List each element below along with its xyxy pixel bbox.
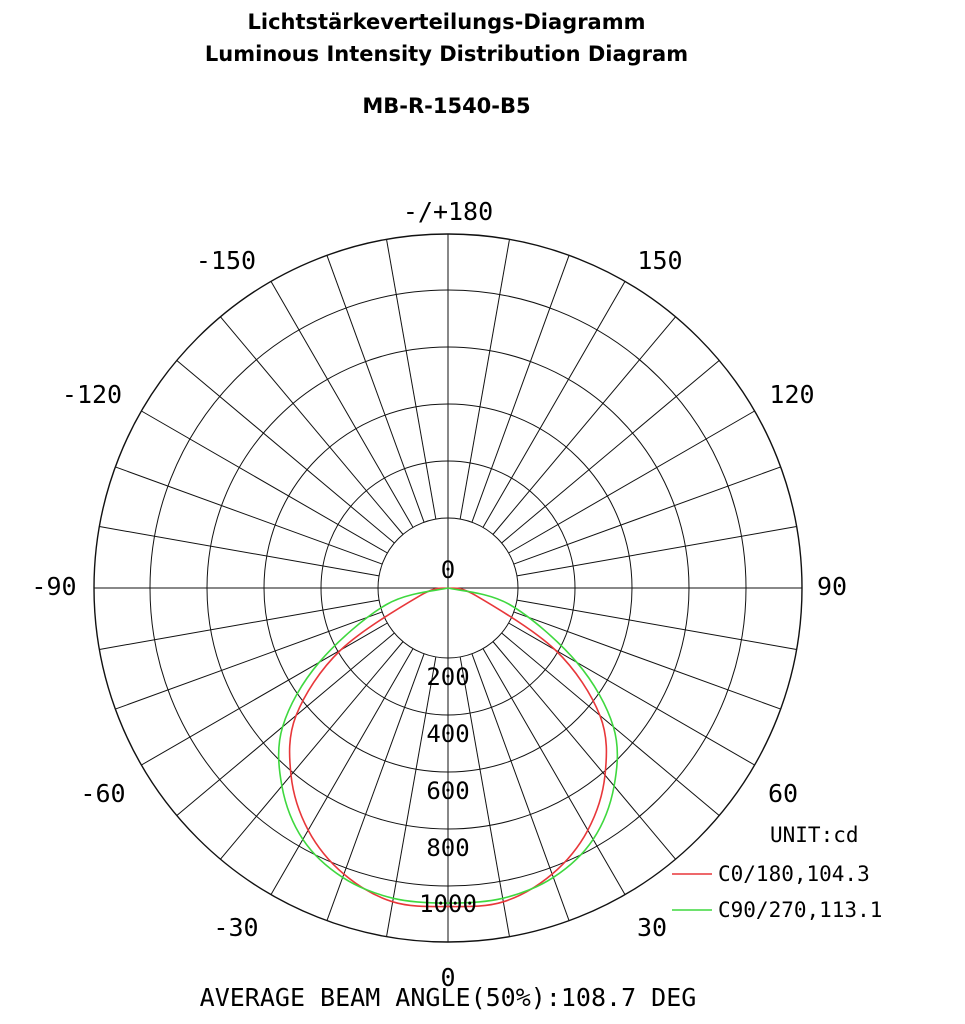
grid-spoke [176,632,395,816]
grid-spoke [270,648,414,895]
grid-spoke [492,641,676,860]
label-layer: -/+180 150 -150 120 -120 90 -90 60 -60 30 -30 0 0 200… [31,197,847,992]
grid-spoke [513,466,781,565]
grid-spoke [482,281,626,528]
title-block: Lichtstärkeverteilungs-Diagramm Luminous… [0,6,893,122]
angle-label: 90 [817,572,847,601]
angle-label: 60 [768,779,798,808]
grid-spoke [471,653,570,921]
radial-label: 400 [426,720,469,748]
radial-label: 800 [426,834,469,862]
grid-spoke [471,255,570,523]
chart-title: Lichtstärkeverteilungs-Diagramm [247,10,646,34]
grid-spoke [508,622,755,766]
grid-spoke [482,648,626,895]
grid-spoke [141,622,388,766]
grid-spoke [99,599,380,650]
grid-spoke [115,466,383,565]
grid-spoke [516,599,797,650]
angle-label: -120 [62,380,122,409]
grid-spoke [220,641,404,860]
radial-label: 200 [426,663,469,691]
grid-spoke [513,611,781,710]
angle-label: -150 [196,246,256,275]
angle-label: 0 [440,963,455,992]
grid-spoke [459,656,510,937]
grid-spoke [326,653,425,921]
polar-grid [93,233,803,943]
radial-label: 0 [441,556,455,584]
grid-spoke [176,360,395,544]
grid-spoke [386,656,437,937]
angle-label: -/+180 [403,197,493,226]
grid-spoke [141,410,388,554]
radial-label: 1000 [419,890,477,918]
grid-spoke [270,281,414,528]
series-layer [277,587,619,908]
grid-spoke [326,255,425,523]
legend-label-c0: C0/180,104.3 [718,862,870,886]
chart-subtitle: Luminous Intensity Distribution Diagram [204,42,689,66]
beam-angle-footer: AVERAGE BEAM ANGLE(50%):108.7 DEG [200,983,697,1012]
grid-spoke [459,239,510,520]
grid-spoke [220,316,404,535]
legend-label-c90: C90/270,113.1 [718,898,882,922]
angle-label: -90 [31,572,76,601]
angle-label: 120 [769,380,814,409]
grid-spoke [508,410,755,554]
grid-spoke [501,360,720,544]
legend: UNIT:cd C0/180,104.3 C90/270,113.1 [672,823,882,922]
series-curve-1 [277,587,619,904]
angle-label: 30 [637,913,667,942]
angle-label: -60 [80,779,125,808]
radial-label: 600 [426,777,469,805]
grid-spoke [501,632,720,816]
grid-spoke [99,526,380,577]
angle-label: -30 [213,913,258,942]
grid-spoke [115,611,383,710]
series-curve-0 [288,587,608,908]
angle-label: 150 [637,246,682,275]
grid-spoke [492,316,676,535]
grid-spoke [516,526,797,577]
unit-label: UNIT:cd [770,823,859,847]
grid-spoke [386,239,437,520]
model-label: MB-R-1540-B5 [362,94,531,118]
